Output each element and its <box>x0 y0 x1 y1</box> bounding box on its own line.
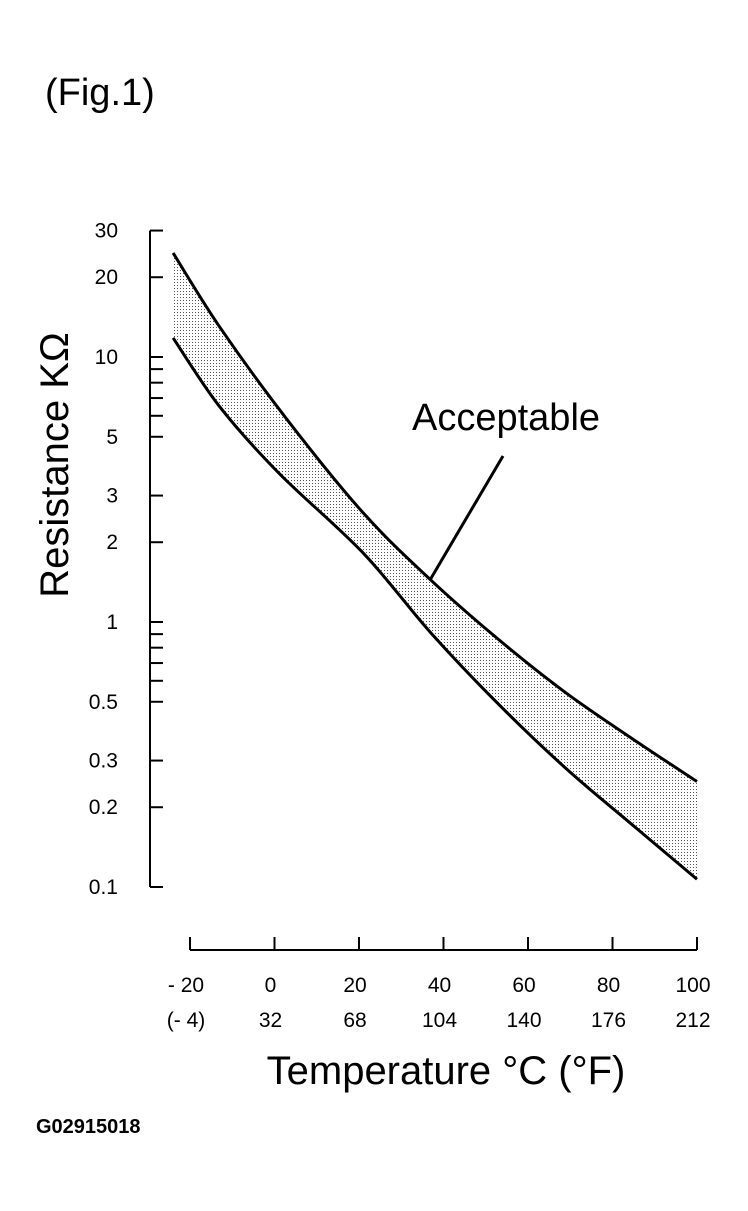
y-tick-label: 5 <box>106 426 118 449</box>
x-tick-label-celsius: 100 <box>675 974 710 997</box>
x-tick-label-celsius: 40 <box>428 974 451 997</box>
y-tick-label: 30 <box>95 220 118 243</box>
x-tick-label-fahrenheit: (- 4) <box>167 1009 206 1032</box>
x-tick-label-fahrenheit: 32 <box>259 1009 282 1032</box>
y-tick-label: 0.1 <box>89 876 118 899</box>
annotation-leader-line <box>428 455 505 581</box>
x-tick-label-celsius: 0 <box>265 974 277 997</box>
figure-code: G02915018 <box>36 1116 141 1138</box>
x-tick-label-fahrenheit: 104 <box>422 1009 457 1032</box>
x-axis-label: Temperature °C (°F) <box>267 1049 626 1093</box>
y-tick-label: 2 <box>106 531 118 554</box>
y-axis-label: Resistance KΩ <box>33 332 77 598</box>
y-tick-label: 0.5 <box>89 691 118 714</box>
y-tick-label: 1 <box>106 611 118 634</box>
acceptable-band-fill <box>173 252 698 880</box>
x-tick-label-fahrenheit: 68 <box>343 1009 366 1032</box>
annotation-acceptable: Acceptable <box>412 397 600 439</box>
y-tick-label: 20 <box>95 266 118 289</box>
x-tick-label-celsius: 60 <box>512 974 535 997</box>
y-tick-label: 3 <box>106 485 118 508</box>
x-tick-label-fahrenheit: 140 <box>506 1009 541 1032</box>
x-tick-label-fahrenheit: 212 <box>675 1009 710 1032</box>
x-tick-label-fahrenheit: 176 <box>591 1009 626 1032</box>
y-tick-label: 0.3 <box>89 750 118 773</box>
figure-label: (Fig.1) <box>45 72 155 114</box>
x-tick-label-celsius: 80 <box>597 974 620 997</box>
y-tick-label: 10 <box>95 346 118 369</box>
y-tick-label: 0.2 <box>89 796 118 819</box>
upper-limit-curve <box>171 252 698 783</box>
x-tick-label-celsius: - 20 <box>168 974 204 997</box>
x-tick-label-celsius: 20 <box>343 974 366 997</box>
lower-limit-curve <box>171 337 698 881</box>
